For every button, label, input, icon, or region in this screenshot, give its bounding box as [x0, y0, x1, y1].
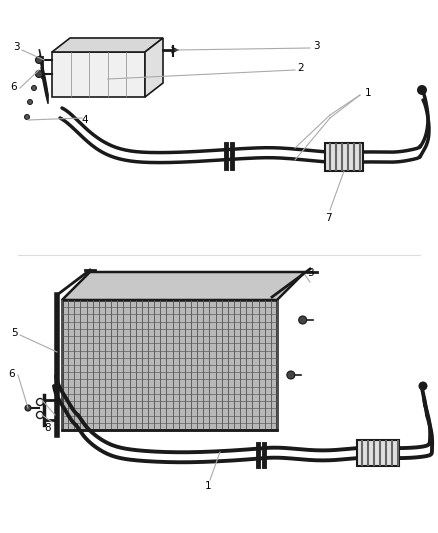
Text: 3: 3 — [313, 41, 319, 51]
Polygon shape — [52, 52, 145, 97]
Text: 5: 5 — [11, 328, 18, 338]
Circle shape — [418, 382, 427, 391]
Circle shape — [25, 405, 31, 411]
Text: 6: 6 — [9, 369, 15, 379]
Text: 2: 2 — [298, 63, 304, 73]
Circle shape — [287, 371, 295, 379]
Text: 4: 4 — [82, 115, 88, 125]
Circle shape — [25, 115, 29, 119]
Text: 1: 1 — [205, 481, 211, 491]
Polygon shape — [62, 272, 305, 300]
Polygon shape — [325, 143, 363, 171]
Polygon shape — [62, 300, 277, 430]
Circle shape — [35, 70, 42, 77]
Circle shape — [299, 316, 307, 324]
Circle shape — [417, 85, 427, 95]
Text: 1: 1 — [365, 88, 371, 98]
Circle shape — [32, 85, 36, 91]
Circle shape — [35, 56, 42, 63]
Text: 7: 7 — [325, 213, 331, 223]
Polygon shape — [357, 440, 399, 466]
Text: 3: 3 — [307, 268, 313, 278]
Polygon shape — [145, 38, 163, 97]
Text: 3: 3 — [13, 42, 19, 52]
Circle shape — [28, 100, 32, 104]
Text: 8: 8 — [45, 423, 51, 433]
Text: 6: 6 — [11, 82, 18, 92]
Polygon shape — [52, 38, 163, 52]
